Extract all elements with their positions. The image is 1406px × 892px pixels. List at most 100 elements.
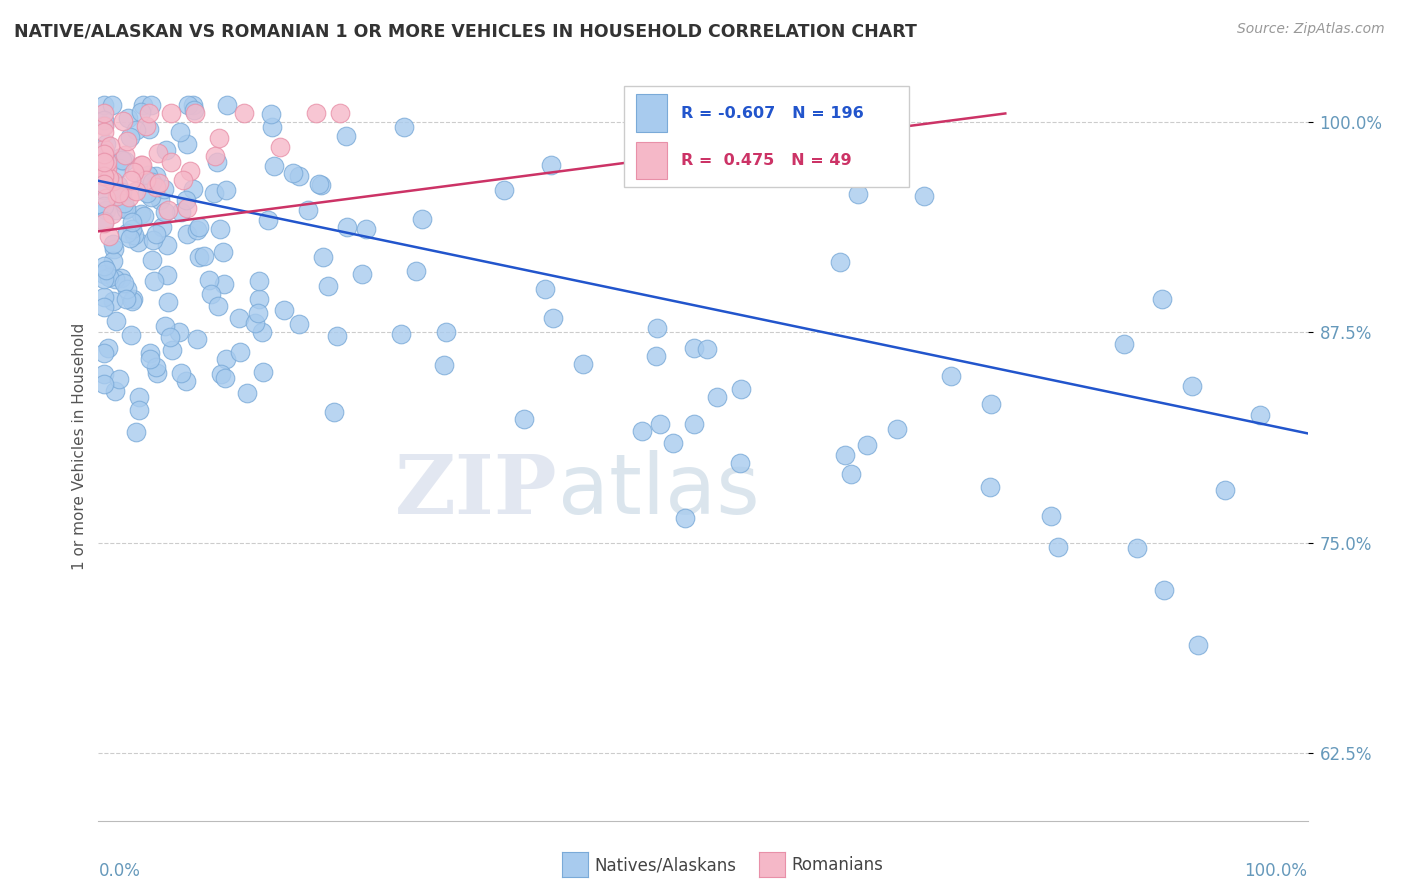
Text: R =  0.475   N = 49: R = 0.475 N = 49 [682,153,852,169]
Point [215,351,238,366]
Point [141,175,163,189]
Point [122,292,145,306]
Point [572,357,595,371]
Point [152,182,174,196]
Point [247,274,270,288]
Point [288,317,311,331]
Point [186,332,208,346]
Point [336,219,359,234]
Point [183,103,205,117]
Point [108,151,131,165]
Point [176,136,198,151]
Point [120,327,142,342]
Point [405,264,427,278]
Point [97,170,120,185]
Point [103,294,125,309]
Point [730,456,752,470]
Point [155,238,177,252]
Point [120,173,142,187]
Point [411,212,433,227]
Point [100,98,122,112]
Point [433,359,456,373]
Point [128,390,150,404]
Point [98,139,121,153]
Point [129,105,152,120]
Point [93,345,115,359]
Point [1112,337,1135,351]
Point [156,268,179,282]
Point [683,417,706,431]
Point [93,157,115,171]
Point [115,135,138,149]
Point [118,190,141,204]
Point [269,140,291,154]
Point [132,98,155,112]
Point [93,290,115,304]
Point [122,165,145,179]
Point [115,282,138,296]
Point [131,157,153,171]
Point [93,147,115,161]
Point [855,438,877,452]
Point [114,153,136,168]
Point [682,341,704,355]
Point [228,311,250,326]
Text: atlas: atlas [558,450,759,532]
Point [214,183,236,197]
Point [118,230,141,244]
Point [93,145,115,160]
Point [1153,583,1175,598]
Point [434,325,457,339]
Point [311,178,333,192]
Point [631,424,654,438]
Point [98,270,121,285]
Point [93,184,115,198]
Point [93,161,115,176]
Point [730,382,752,396]
Point [170,367,193,381]
Point [179,164,201,178]
Point [160,155,183,169]
Point [96,170,118,185]
Point [172,172,194,186]
Point [204,149,226,163]
Point [110,153,132,167]
Point [93,149,115,163]
Point [170,205,193,219]
Point [673,510,696,524]
Point [305,106,328,120]
Point [115,202,138,217]
Point [120,129,142,144]
Point [93,272,115,286]
Point [155,144,177,158]
Point [392,120,415,135]
Point [101,174,124,188]
Point [176,201,198,215]
Point [104,384,127,399]
Point [114,293,136,307]
Point [232,106,254,120]
Point [115,202,138,217]
Point [329,106,352,120]
Point [93,214,115,228]
Point [93,177,115,191]
Point [193,249,215,263]
Text: Romanians: Romanians [792,856,883,874]
Point [308,177,330,191]
Point [1125,541,1147,555]
Point [93,216,115,230]
Point [155,318,177,333]
Point [322,405,344,419]
Point [97,341,120,355]
Point [142,233,165,247]
Point [354,222,377,236]
Point [540,157,562,171]
Point [143,274,166,288]
Point [157,294,180,309]
Point [228,345,250,359]
Point [135,186,157,201]
Point [103,254,125,268]
Point [1180,379,1202,393]
Point [93,376,115,391]
Point [208,130,231,145]
